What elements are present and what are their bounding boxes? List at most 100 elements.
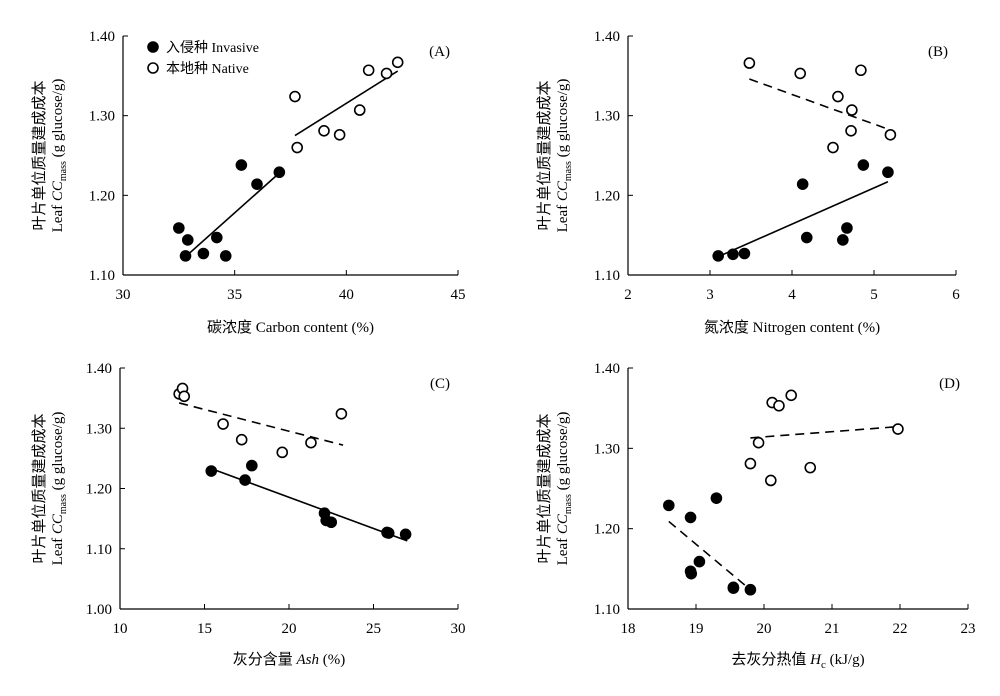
y-tick-label: 1.30 (594, 109, 620, 125)
panel-3: 1.10 1.20 1.30 1.40 18 19 20 21 22 23 (D) 去灰分热值 Hc … (536, 361, 976, 671)
x-tick-label: 4 (788, 287, 796, 303)
x-tick-label: 20 (282, 621, 297, 637)
x-tick-label: 45 (451, 287, 466, 303)
y-tick-label: 1.00 (86, 602, 112, 618)
y-axis-label-cn: 叶片单位质量建成成本 (31, 80, 48, 230)
data-point-native (276, 446, 289, 459)
data-point-native (892, 423, 904, 435)
panel-2: 1.00 1.10 1.20 1.30 1.40 10 15 20 25 30 (C) 灰分含量 As… (31, 361, 466, 668)
y-axis-label-en: Leaf CCmass (g glucose/g) (50, 412, 69, 566)
y-axis-label-units: (g glucose/g) (555, 412, 571, 494)
y-axis-label-subscript: mass (58, 161, 69, 181)
y-axis-label-cn: 叶片单位质量建成成本 (536, 80, 553, 230)
data-point-invasive (684, 511, 697, 524)
y-tick-label: 1.10 (89, 268, 115, 284)
x-tick-label: 19 (689, 621, 704, 637)
y-axis-label-symbol: CC (50, 513, 66, 534)
data-point-invasive (235, 159, 248, 171)
y-axis-label-cn: 叶片单位质量建成成本 (536, 413, 553, 563)
y-tick-label: 1.20 (89, 188, 115, 204)
x-axis-label-cn: 碳浓度 (207, 319, 256, 336)
data-point-invasive (738, 247, 751, 260)
y-axis-label-symbol: CC (555, 513, 571, 534)
x-axis-label-en: Carbon content (%) (256, 320, 374, 336)
panel-1: 1.10 1.20 1.30 1.40 2 3 4 5 6 (B) 氮浓度 Nitrogen con… (536, 29, 960, 336)
y-tick-label: 1.40 (89, 29, 115, 45)
data-point-invasive (800, 231, 813, 244)
x-axis-label-cn: 灰分含量 (233, 651, 297, 668)
y-axis-label-prefix: Leaf (555, 201, 571, 232)
data-point-native (827, 141, 839, 154)
data-point-invasive (882, 166, 894, 179)
data-point-invasive (662, 499, 675, 512)
y-axis-label-units: (g glucose/g) (50, 79, 66, 161)
trend-line-invasive (717, 181, 889, 258)
legend-label-invasive: 入侵种 Invasive (166, 39, 259, 56)
y-axis-label-en: Leaf CCmass (g glucose/g) (555, 412, 574, 566)
x-tick-label: 3 (706, 287, 714, 303)
data-point-native (845, 125, 857, 137)
y-axis-label-subscript: mass (58, 494, 69, 514)
data-point-native (318, 125, 330, 137)
data-point-invasive (325, 516, 338, 529)
x-tick-label: 2 (624, 287, 632, 303)
data-point-native (752, 436, 765, 449)
data-point-invasive (710, 492, 723, 504)
x-axis-label-en: (kJ/g) (826, 652, 865, 668)
data-point-native (380, 67, 393, 80)
data-point-native (305, 436, 317, 449)
data-point-invasive (796, 178, 809, 190)
data-point-invasive (205, 465, 218, 477)
x-tick-label: 20 (757, 621, 772, 637)
data-point-native (291, 141, 304, 154)
data-point-invasive (399, 528, 412, 541)
x-tick-label: 15 (197, 621, 212, 637)
data-point-native (335, 407, 348, 420)
x-axis-label: 碳浓度 Carbon content (%) (207, 319, 374, 336)
data-point-native (804, 461, 817, 474)
x-axis-label-symbol: H (809, 652, 822, 668)
x-tick-label: 18 (621, 621, 636, 637)
data-point-invasive (744, 583, 757, 596)
x-tick-label: 22 (893, 621, 908, 637)
y-axis-label-subscript: mass (563, 494, 574, 514)
x-axis-label-en: (%) (319, 652, 345, 668)
x-tick-label: 25 (366, 621, 381, 637)
x-tick-label: 23 (961, 621, 976, 637)
data-point-invasive (712, 250, 725, 262)
trend-line-native (749, 78, 891, 131)
data-point-native (289, 90, 301, 103)
y-axis-label-symbol: CC (555, 180, 571, 201)
y-tick-label: 1.40 (86, 361, 112, 377)
x-tick-label: 10 (113, 621, 128, 637)
data-point-invasive (857, 159, 870, 171)
y-axis-label-cn: 叶片单位质量建成成本 (31, 413, 48, 563)
y-tick-label: 1.10 (594, 602, 620, 618)
legend-marker-invasive (147, 41, 159, 53)
x-tick-label: 40 (339, 287, 354, 303)
x-tick-label: 30 (451, 621, 466, 637)
panel-label: (A) (429, 44, 450, 60)
data-point-invasive (837, 234, 849, 246)
x-axis-label-subscript: c (821, 659, 826, 671)
data-point-native (785, 389, 798, 402)
x-tick-label: 6 (952, 287, 960, 303)
data-point-invasive (246, 459, 258, 472)
data-point-native (855, 64, 867, 77)
data-point-invasive (181, 234, 194, 246)
y-axis-label-units: (g glucose/g) (555, 79, 571, 161)
data-point-native (235, 433, 248, 446)
y-axis-label-en: Leaf CCmass (g glucose/g) (50, 79, 69, 233)
data-point-invasive (685, 567, 698, 580)
data-point-native (353, 104, 366, 116)
data-point-invasive (239, 474, 251, 486)
data-point-native (846, 104, 858, 116)
data-point-native (773, 399, 785, 412)
panel-label: (C) (430, 376, 450, 392)
trend-line-native (294, 70, 399, 137)
data-point-invasive (179, 250, 192, 262)
data-point-invasive (727, 248, 739, 261)
y-tick-label: 1.10 (86, 542, 112, 558)
x-tick-label: 30 (116, 287, 131, 303)
